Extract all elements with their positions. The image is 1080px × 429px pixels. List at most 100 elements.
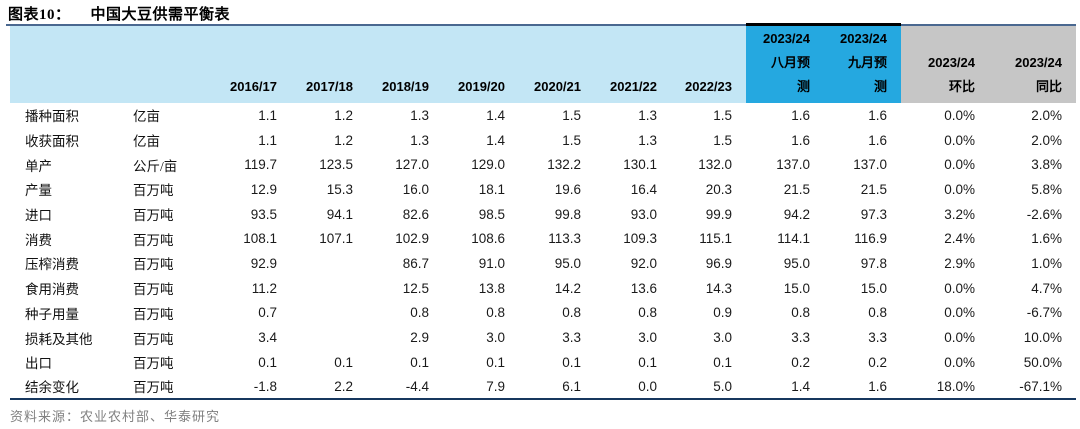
value-cell: 0.8: [868, 305, 887, 321]
value-cell: 1.2: [334, 107, 353, 123]
table-row: 出口 百万吨 0.1 0.1 0.1 0.1 0.1 0.1 0.1 0.2 0.2 0.0% 50.0…: [10, 350, 1076, 375]
value-cell: 95.0: [554, 255, 581, 271]
value-cell: 0.0: [638, 378, 657, 394]
value-cell: 102.9: [395, 231, 429, 247]
row-label-cell: 出口: [25, 356, 52, 372]
row-label-cell: 损耗及其他: [25, 331, 93, 347]
table-row: 压榨消费 百万吨 92.9 86.7 91.0 95.0 92.0 96.9 95.0 97.8 2…: [10, 251, 1076, 276]
value-cell: 137.0: [776, 157, 810, 173]
source-note: 资料来源：农业农村部、华泰研究: [10, 409, 221, 424]
header-forecast-august: 2023/24 八月预 测: [746, 26, 824, 103]
value-cell: 2.0%: [1031, 107, 1062, 123]
row-unit-cell: 百万吨: [133, 380, 174, 396]
value-cell: 132.2: [547, 157, 581, 173]
value-cell: 92.0: [630, 255, 657, 271]
value-cell: 0.0%: [944, 330, 975, 346]
row-label-cell: 结余变化: [25, 380, 79, 396]
value-cell: 0.7: [258, 305, 277, 321]
value-cell: 1.3: [638, 107, 657, 123]
value-cell: 93.5: [250, 206, 277, 222]
value-cell: 91.0: [478, 255, 505, 271]
row-label-cell: 压榨消费: [25, 257, 79, 273]
value-cell: 0.1: [638, 354, 657, 370]
figure-title-text: 中国大豆供需平衡表: [90, 7, 231, 23]
value-cell: 3.4: [258, 330, 277, 346]
value-cell: 109.3: [623, 231, 657, 247]
value-cell: 82.6: [402, 206, 429, 222]
value-cell: 0.1: [486, 354, 505, 370]
value-cell: 0.0%: [944, 107, 975, 123]
value-cell: 1.0%: [1031, 255, 1062, 271]
value-cell: 3.0: [713, 330, 732, 346]
value-cell: 0.0%: [944, 305, 975, 321]
figure-number: 图表10：: [8, 7, 71, 23]
forecast-top-rule: [746, 23, 901, 26]
value-cell: 1.3: [410, 107, 429, 123]
value-cell: 94.2: [783, 206, 810, 222]
value-cell: 16.0: [402, 181, 429, 197]
value-cell: 0.1: [334, 354, 353, 370]
value-cell: 7.9: [486, 378, 505, 394]
value-cell: 18.0%: [936, 378, 975, 394]
value-cell: 86.7: [402, 255, 429, 271]
value-cell: 15.0: [860, 280, 887, 296]
value-cell: 2.2: [334, 378, 353, 394]
value-cell: 4.7%: [1031, 280, 1062, 296]
value-cell: 11.2: [251, 280, 277, 296]
row-unit-cell: 百万吨: [133, 356, 174, 372]
value-cell: 5.0: [713, 378, 732, 394]
header-year-over-year: 2023/24 同比: [989, 26, 1076, 103]
row-unit-cell: 百万吨: [133, 232, 174, 248]
table-row: 消费 百万吨 108.1 107.1 102.9 108.6 113.3 109.3 115.1…: [10, 226, 1076, 251]
header-month-over-month: 2023/24 环比: [901, 26, 989, 103]
value-cell: 1.4: [791, 378, 810, 394]
value-cell: 127.0: [395, 157, 429, 173]
table-row: 进口 百万吨 93.5 94.1 82.6 98.5 99.8 93.0 99.9 94.2 97.…: [10, 202, 1076, 227]
value-cell: 1.4: [486, 132, 505, 148]
value-cell: 0.0%: [944, 280, 975, 296]
header-year-2019-20: 2019/20: [443, 26, 519, 103]
title-divider-rule: [6, 24, 1076, 26]
value-cell: 93.0: [630, 206, 657, 222]
value-cell: 0.0%: [944, 157, 975, 173]
value-cell: 108.1: [243, 231, 277, 247]
value-cell: 13.8: [478, 280, 505, 296]
header-forecast-september: 2023/24 九月预 测: [824, 26, 901, 103]
value-cell: 0.2: [791, 354, 810, 370]
row-unit-cell: 亿亩: [133, 134, 160, 150]
header-year-2021-22: 2021/22: [595, 26, 671, 103]
row-unit-cell: 百万吨: [133, 208, 174, 224]
value-cell: 0.0%: [944, 181, 975, 197]
value-cell: 1.6: [868, 107, 887, 123]
value-cell: 2.0%: [1031, 132, 1062, 148]
value-cell: 97.3: [860, 206, 887, 222]
value-cell: 14.2: [554, 280, 581, 296]
value-cell: 1.2: [334, 132, 353, 148]
value-cell: 1.3: [638, 132, 657, 148]
row-unit-cell: 百万吨: [133, 257, 174, 273]
header-year-2017-18: 2017/18: [291, 26, 367, 103]
value-cell: 1.6: [791, 107, 810, 123]
value-cell: 97.8: [860, 255, 887, 271]
table-row: 播种面积 亿亩 1.1 1.2 1.3 1.4 1.5 1.3 1.5 1.6 1.6 0.0% 2.0…: [10, 103, 1076, 128]
row-label-cell: 单产: [25, 158, 52, 174]
row-label-cell: 食用消费: [25, 282, 79, 298]
value-cell: 1.6: [868, 132, 887, 148]
value-cell: 123.5: [319, 157, 353, 173]
value-cell: -4.4: [405, 378, 429, 394]
value-cell: 96.9: [705, 255, 732, 271]
value-cell: 0.9: [713, 305, 732, 321]
supply-demand-balance-table: 2016/17 2017/18 2018/19 2019/20 2020/21 …: [10, 26, 1076, 401]
value-cell: 1.5: [562, 132, 581, 148]
value-cell: 107.1: [319, 231, 353, 247]
header-year-2022-23: 2022/23: [671, 26, 746, 103]
header-year-2020-21: 2020/21: [519, 26, 595, 103]
row-unit-cell: 百万吨: [133, 331, 174, 347]
value-cell: 0.0%: [944, 132, 975, 148]
value-cell: 3.0: [638, 330, 657, 346]
value-cell: 3.3: [868, 330, 887, 346]
value-cell: 3.8%: [1031, 157, 1062, 173]
value-cell: 13.6: [630, 280, 657, 296]
row-label-cell: 播种面积: [25, 109, 79, 125]
